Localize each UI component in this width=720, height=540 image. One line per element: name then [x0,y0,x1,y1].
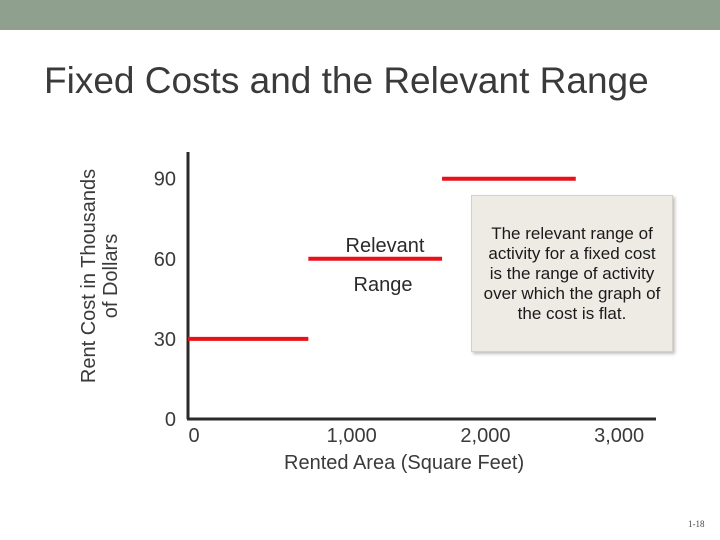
relevant-range-note: The relevant range of activity for a fix… [471,195,673,352]
x-tick-label: 1,000 [327,425,377,447]
range-annotation-line-2: Range [354,274,413,296]
page-number: 1-18 [688,519,705,529]
y-tick-label: 0 [165,409,176,431]
slide-title: Fixed Costs and the Relevant Range [44,60,649,101]
x-tick-label: 0 [188,425,199,447]
range-annotation-line-1: Relevant [346,235,425,257]
y-tick-label: 30 [154,329,176,351]
relevant-range-note-text: The relevant range of activity for a fix… [483,223,661,323]
x-tick-label: 3,000 [594,425,644,447]
y-tick-label: 60 [154,249,176,271]
top-accent-bar [0,0,720,30]
x-tick-label: 2,000 [460,425,510,447]
y-tick-label: 90 [154,169,176,191]
x-axis-label: Rented Area (Square Feet) [284,452,525,474]
